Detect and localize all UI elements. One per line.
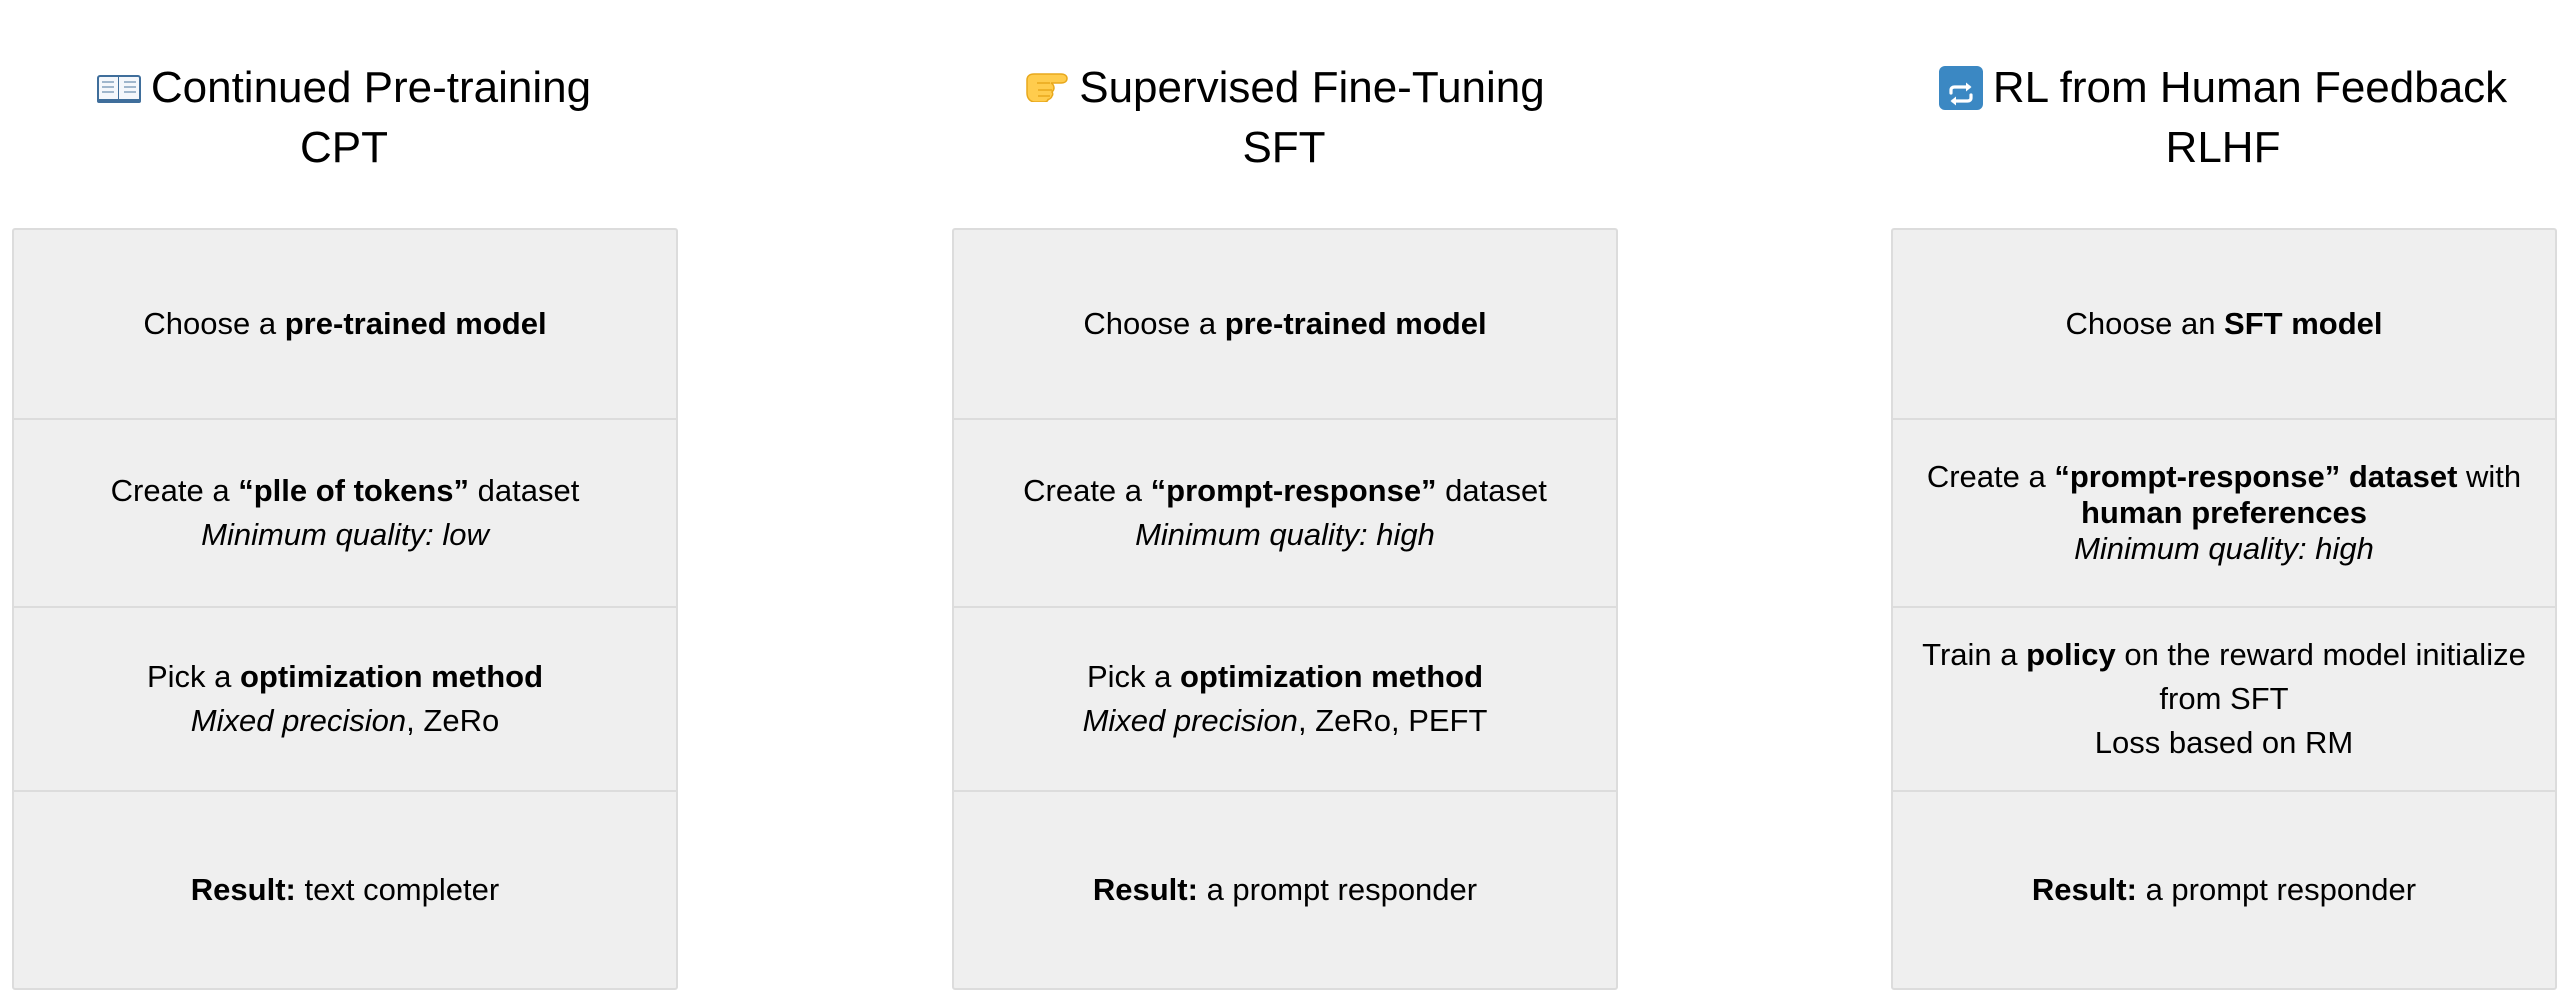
- step-stack: Choose an SFT model Create a “prompt-res…: [1891, 228, 2557, 990]
- step-optimization: Pick a optimization method Mixed precisi…: [14, 606, 676, 790]
- step-result: Result: a prompt responder: [954, 790, 1616, 988]
- dataset-quality: Minimum quality: low: [201, 517, 489, 552]
- step-create-dataset: Create a “prompt-response” dataset Minim…: [954, 418, 1616, 606]
- step-train-policy: Train a policy on the reward model initi…: [1893, 606, 2555, 790]
- step-result: Result: text completer: [14, 790, 676, 988]
- open-book-icon: [96, 73, 141, 103]
- column-cpt: Continued Pre-training CPT Choose a pre-…: [12, 0, 678, 1000]
- column-abbreviation: SFT: [1242, 123, 1326, 172]
- dataset-quality: Minimum quality: high: [2074, 531, 2374, 566]
- column-title: Supervised Fine-Tuning: [1079, 63, 1545, 112]
- column-title: RL from Human Feedback: [1992, 63, 2508, 112]
- column-title: Continued Pre-training: [150, 63, 592, 112]
- step-stack: Choose a pre-trained model Create a “pll…: [12, 228, 678, 990]
- dataset-quality: Minimum quality: high: [1135, 517, 1435, 552]
- step-create-dataset: Create a “plle of tokens” dataset Minimu…: [14, 418, 676, 606]
- optimization-methods: Mixed precision, ZeRo, PEFT: [1082, 703, 1488, 738]
- step-choose-model: Choose a pre-trained model: [143, 306, 547, 341]
- optimization-methods: Mixed precision, ZeRo: [190, 703, 500, 738]
- column-rlhf: RL from Human Feedback RLHF Choose an SF…: [1891, 0, 2557, 1000]
- step-choose-model: Choose an SFT model: [2065, 306, 2383, 341]
- column-heading: RL from Human Feedback RLHF: [1771, 58, 2560, 178]
- policy-loss: Loss based on RM: [2094, 725, 2354, 760]
- step-create-dataset: Create a “prompt-response” dataset with …: [1893, 418, 2555, 606]
- column-abbreviation: CPT: [300, 123, 388, 172]
- column-heading: Continued Pre-training CPT: [0, 58, 796, 178]
- step-stack: Choose a pre-trained model Create a “pro…: [952, 228, 1618, 990]
- column-sft: Supervised Fine-Tuning SFT Choose a pre-…: [952, 0, 1618, 1000]
- column-abbreviation: RLHF: [2165, 123, 2281, 172]
- column-heading: Supervised Fine-Tuning SFT: [832, 58, 1736, 178]
- pointing-hand-icon: [1023, 58, 1069, 118]
- step-choose-model: Choose a pre-trained model: [1083, 306, 1487, 341]
- repeat-arrows-icon: [1938, 66, 1983, 110]
- step-result: Result: a prompt responder: [1893, 790, 2555, 988]
- step-optimization: Pick a optimization method Mixed precisi…: [954, 606, 1616, 790]
